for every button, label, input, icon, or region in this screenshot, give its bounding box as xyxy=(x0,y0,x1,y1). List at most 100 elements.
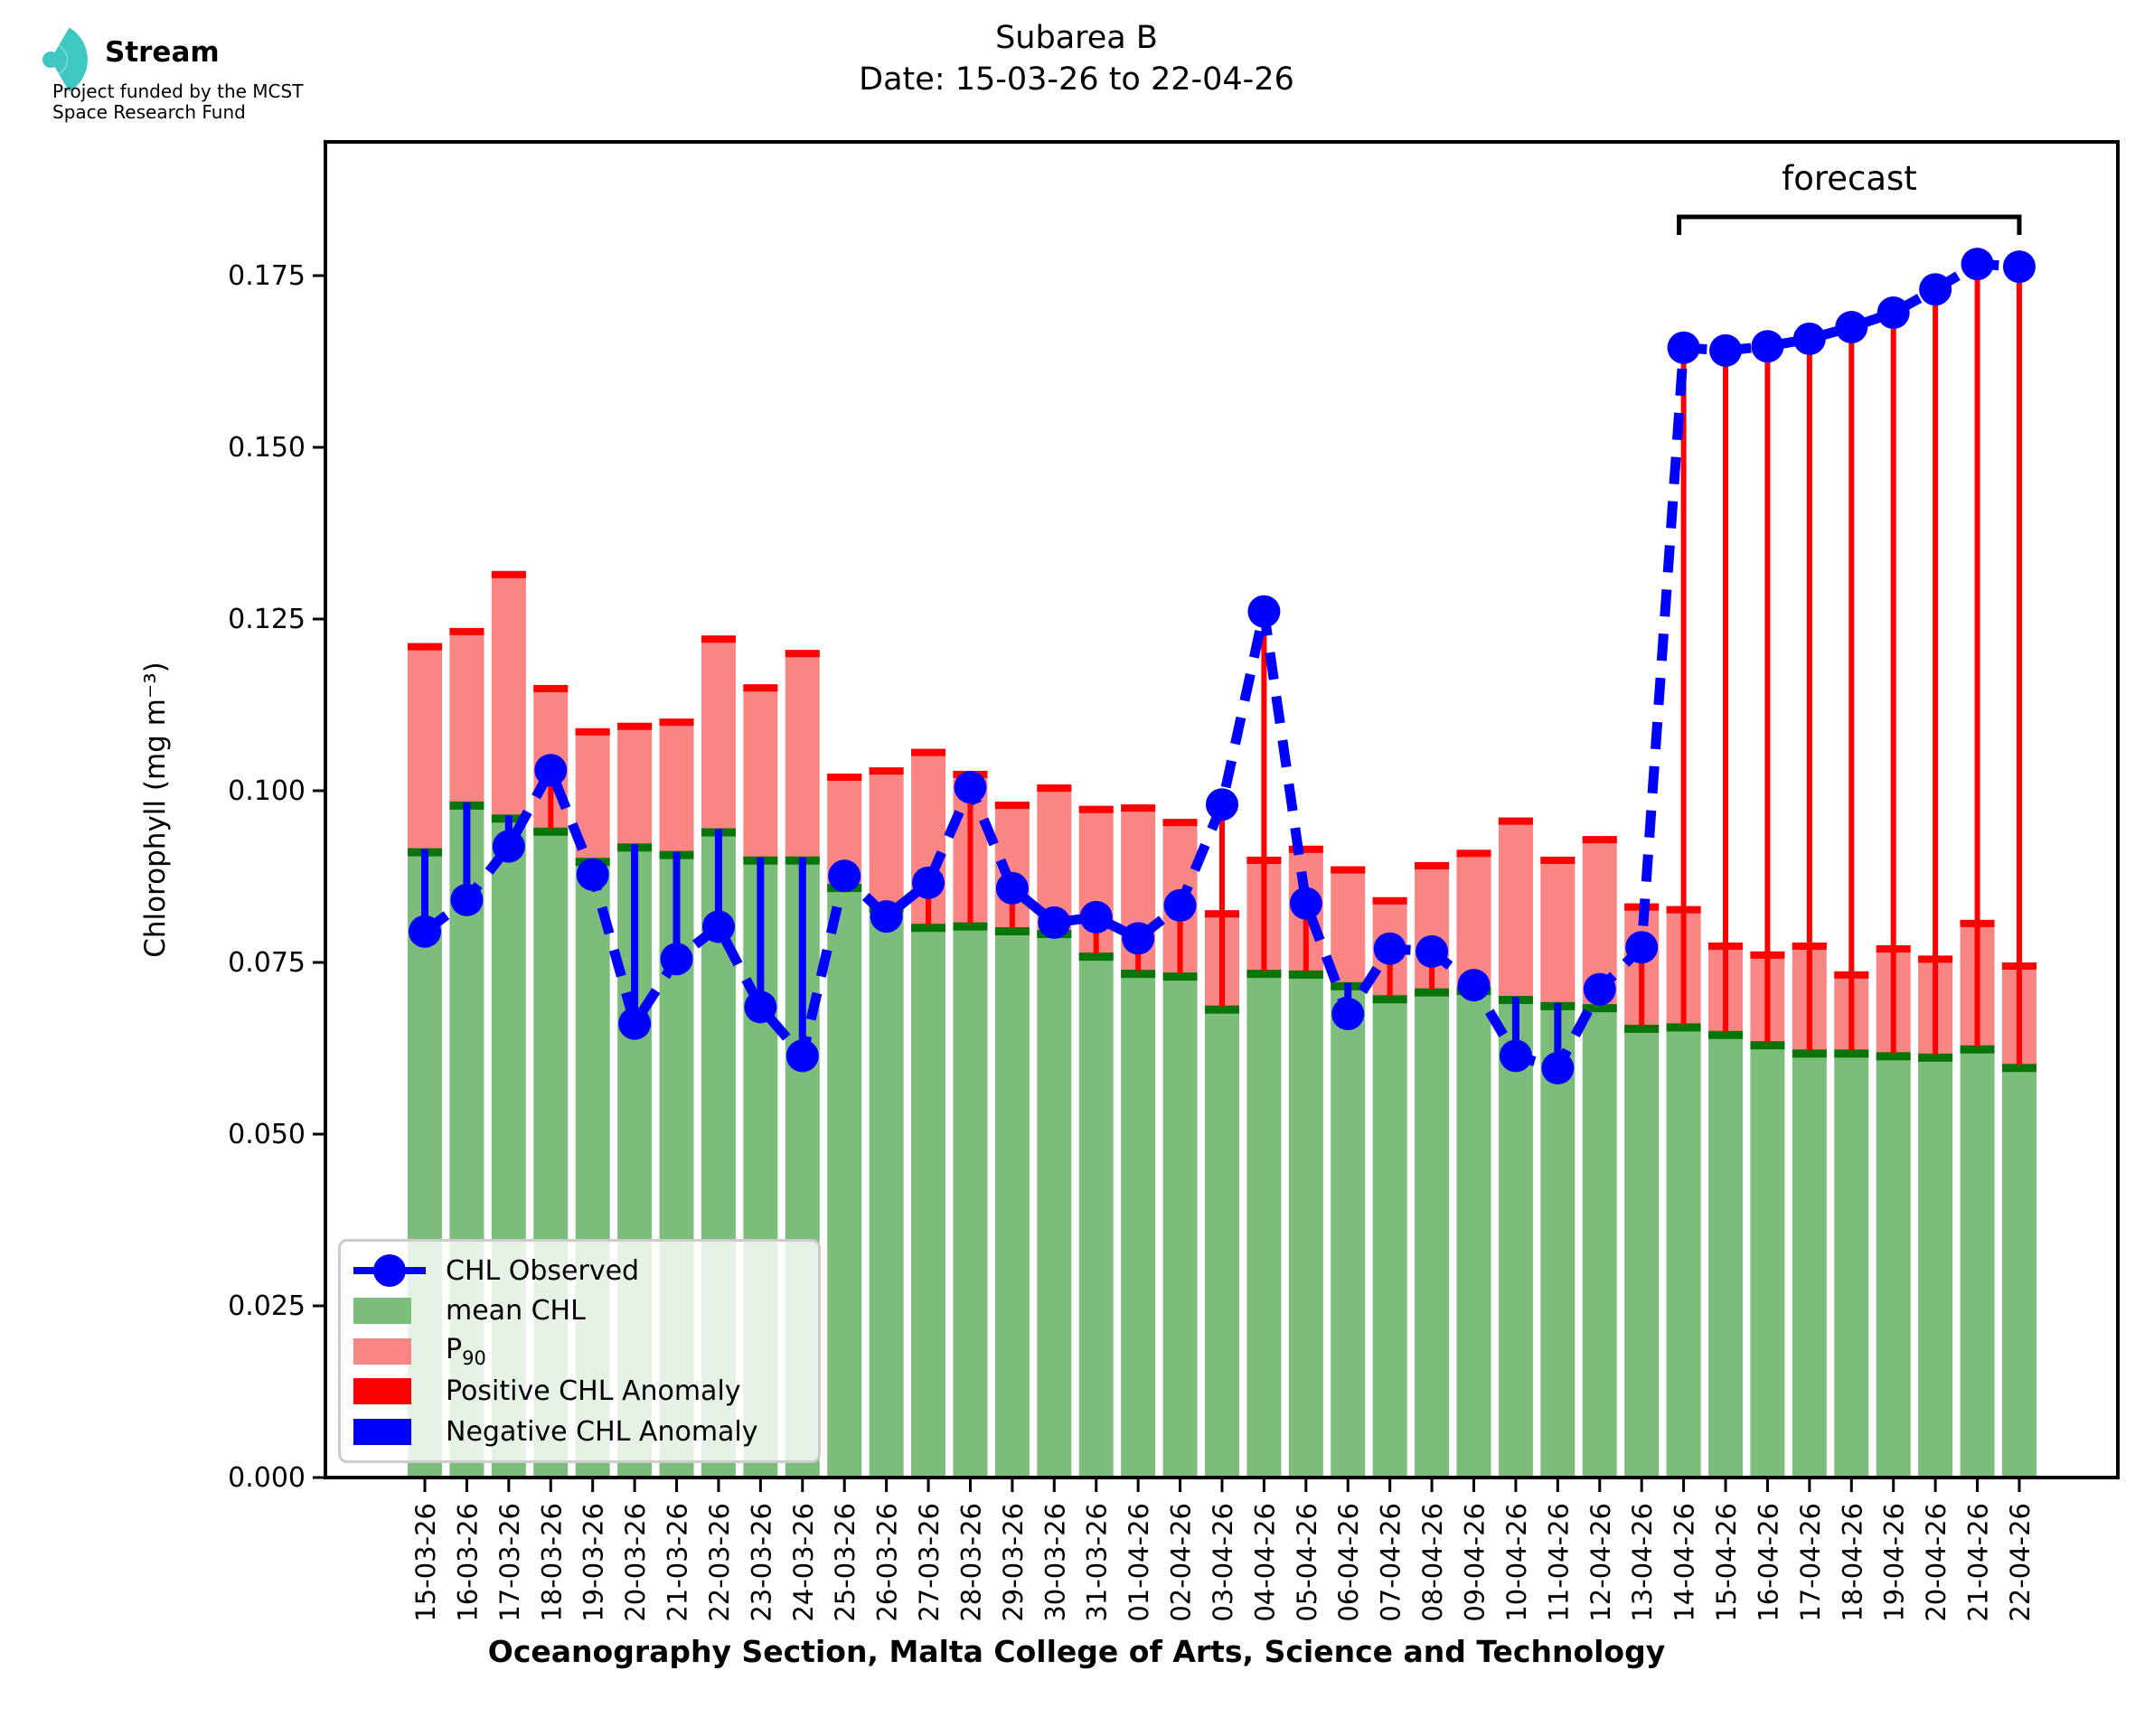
mean-bar xyxy=(827,885,862,1478)
positive-anomaly-swatch-icon xyxy=(353,1378,433,1404)
x-tick-label: 09-04-26 xyxy=(1460,1503,1491,1622)
mean-bar xyxy=(1834,1050,1869,1478)
chart-date-range: Date: 15-03-26 to 22-04-26 xyxy=(859,61,1294,98)
p90-bar xyxy=(1331,866,1366,983)
legend: CHL Observed mean CHL P90 Positive CHL A… xyxy=(338,1239,821,1463)
observed-dot xyxy=(954,771,987,804)
x-tick-label: 20-03-26 xyxy=(620,1503,651,1622)
x-tick-label: 15-03-26 xyxy=(410,1503,441,1622)
observed-dot xyxy=(1247,595,1281,628)
p90-cap xyxy=(1162,819,1198,827)
observed-dot xyxy=(1457,969,1491,1002)
x-tick-label: 30-03-26 xyxy=(1039,1503,1070,1622)
p90-bar xyxy=(701,635,736,830)
observed-dot xyxy=(1163,888,1197,922)
x-tick-label: 07-04-26 xyxy=(1376,1503,1406,1622)
x-tick-label: 05-04-26 xyxy=(1292,1503,1322,1622)
p90-cap xyxy=(1415,862,1450,870)
mean-cap xyxy=(1708,1030,1744,1039)
chart-title: Subarea B xyxy=(995,20,1158,56)
mean-bar xyxy=(1708,1031,1744,1478)
legend-item-positive-anomaly: Positive CHL Anomaly xyxy=(353,1372,805,1412)
x-tick-label: 26-03-26 xyxy=(872,1503,903,1622)
observed-dot xyxy=(618,1007,652,1040)
x-tick-label: 21-03-26 xyxy=(663,1503,693,1622)
x-tick-label: 16-04-26 xyxy=(1753,1503,1783,1622)
p90-bar xyxy=(408,643,442,849)
mean-cap xyxy=(533,827,569,836)
p90-swatch-icon xyxy=(353,1337,433,1365)
mean-bar xyxy=(1582,1005,1617,1478)
observed-dot xyxy=(1289,887,1322,920)
x-tick-label: 16-03-26 xyxy=(452,1503,483,1622)
observed-dot xyxy=(1499,1039,1532,1073)
mean-bar xyxy=(1876,1053,1911,1478)
p90-cap xyxy=(449,627,484,635)
mean-bar xyxy=(1204,1006,1239,1478)
x-tick-label: 19-03-26 xyxy=(578,1503,609,1622)
x-tick-label: 08-04-26 xyxy=(1417,1503,1448,1622)
observed-dot xyxy=(870,900,903,934)
legend-item-p90: P90 xyxy=(353,1331,805,1371)
observed-dot xyxy=(1541,1052,1575,1085)
x-tick-label: 11-04-26 xyxy=(1543,1503,1574,1622)
x-tick-label: 20-04-26 xyxy=(1921,1503,1952,1622)
p90-cap xyxy=(1540,856,1576,864)
mean-bar xyxy=(953,923,988,1478)
stream-waves-icon xyxy=(42,27,88,92)
mean-cap xyxy=(1415,988,1450,997)
legend-item-negative-anomaly: Negative CHL Anomaly xyxy=(353,1412,805,1451)
observed-dot xyxy=(1751,330,1784,363)
observed-dot xyxy=(1038,906,1071,939)
y-tick-label: 0.175 xyxy=(228,260,306,292)
x-tick-label: 22-04-26 xyxy=(2005,1503,2036,1622)
x-tick-label: 27-03-26 xyxy=(914,1503,945,1622)
mean-cap xyxy=(1960,1045,1995,1054)
mean-bar xyxy=(1792,1050,1827,1478)
p90-bar xyxy=(1456,849,1491,989)
observed-dot xyxy=(1625,931,1659,964)
x-axis-label: Oceanography Section, Malta College of A… xyxy=(487,1634,1666,1669)
x-tick-label: 23-03-26 xyxy=(746,1503,776,1622)
logo-title: Stream xyxy=(105,36,220,69)
p90-bar xyxy=(869,767,904,906)
mean-cap xyxy=(1288,970,1323,979)
observed-dot xyxy=(1331,998,1365,1030)
p90-bar xyxy=(491,570,526,816)
mean-bar xyxy=(1415,989,1450,1478)
mean-bar xyxy=(1288,971,1323,1478)
p90-bar xyxy=(617,722,653,845)
mean-cap xyxy=(1834,1049,1869,1058)
x-tick-label: 15-04-26 xyxy=(1711,1503,1742,1622)
x-tick-label: 24-03-26 xyxy=(788,1503,819,1622)
p90-cap xyxy=(1121,804,1156,812)
p90-bar xyxy=(1498,817,1533,997)
observed-dot xyxy=(1709,333,1743,367)
x-tick-label: 21-04-26 xyxy=(1963,1503,1994,1622)
y-tick-label: 0.025 xyxy=(228,1290,306,1322)
mean-bar xyxy=(869,905,904,1478)
x-tick-label: 31-03-26 xyxy=(1082,1503,1113,1622)
mean-bar xyxy=(1498,997,1533,1478)
p90-bar xyxy=(1540,856,1576,1003)
observed-dot xyxy=(1667,331,1700,364)
legend-item-observed: CHL Observed xyxy=(353,1251,805,1290)
p90-cap xyxy=(1582,836,1617,844)
p90-cap xyxy=(1288,845,1323,853)
p90-cap xyxy=(533,684,569,692)
mean-bar xyxy=(1750,1042,1785,1478)
mean-bar xyxy=(1666,1024,1701,1478)
observed-dot xyxy=(1373,932,1406,965)
x-tick-label: 04-04-26 xyxy=(1249,1503,1280,1622)
mean-bar xyxy=(1246,971,1282,1478)
mean-bar xyxy=(1037,931,1072,1478)
observed-marker-icon xyxy=(353,1254,433,1287)
mean-bar xyxy=(1078,953,1114,1478)
p90-cap xyxy=(659,718,694,727)
mean-cap xyxy=(1204,1005,1239,1014)
p90-cap xyxy=(827,774,862,781)
observed-dot xyxy=(1416,934,1449,968)
x-tick-label: 17-03-26 xyxy=(494,1503,525,1622)
x-tick-label: 13-04-26 xyxy=(1627,1503,1658,1622)
